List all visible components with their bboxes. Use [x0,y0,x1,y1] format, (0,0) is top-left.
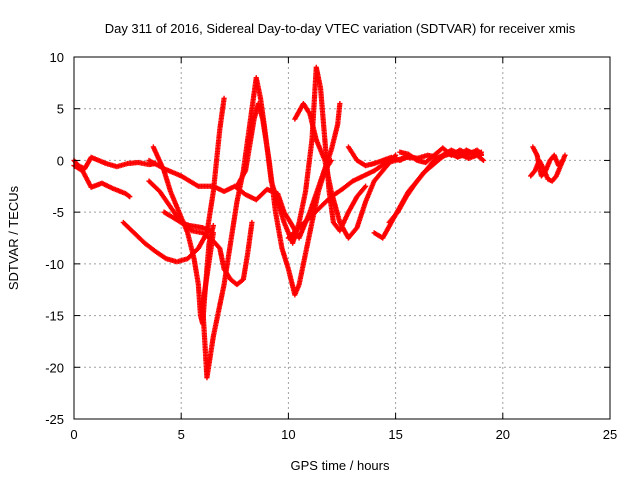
y-tick-label: 0 [57,153,64,168]
series-track-7 [161,64,369,381]
y-tick-label: -25 [45,412,64,427]
y-axis-label: SDTVAR / TECUs [6,185,21,290]
y-tick-label: 10 [50,50,64,65]
data-point [127,194,133,200]
chart-title: Day 311 of 2016, Sidereal Day-to-day VTE… [105,21,576,36]
data-point [560,157,566,164]
data-point [210,222,216,229]
y-tick-label: -10 [45,257,64,272]
data-point [362,183,369,189]
data-series [71,64,568,381]
x-tick-label: 20 [496,427,510,442]
x-tick-label: 25 [603,427,617,442]
y-tick-label: -15 [45,309,64,324]
data-point [478,151,484,157]
grid [74,57,610,419]
data-point [328,157,334,164]
series-track-2 [71,163,133,200]
y-tick-label: -20 [45,360,64,375]
x-tick-label: 15 [388,427,402,442]
x-axis-label: GPS time / hours [291,458,390,473]
data-point [249,219,255,226]
x-tick-label: 5 [178,427,185,442]
series-track-3 [120,95,227,265]
data-point [221,95,227,101]
series-track-1 [71,154,159,172]
data-point [337,100,343,107]
x-tick-label: 10 [281,427,295,442]
y-tick-label: -5 [52,205,64,220]
data-point [480,157,487,164]
series-track-16 [530,144,566,179]
axis-ticks [73,56,611,420]
data-point [562,152,568,158]
series-track-14 [397,145,484,166]
x-tick-label: 0 [70,427,77,442]
series-track-8 [234,100,334,298]
plot-frame [73,56,611,420]
axis-tick-labels: 0 5 10 15 20 25 10 5 0 -5 -10 -15 -20 -25 [45,50,617,442]
series-track-5 [146,178,255,288]
y-tick-label: 5 [57,102,64,117]
